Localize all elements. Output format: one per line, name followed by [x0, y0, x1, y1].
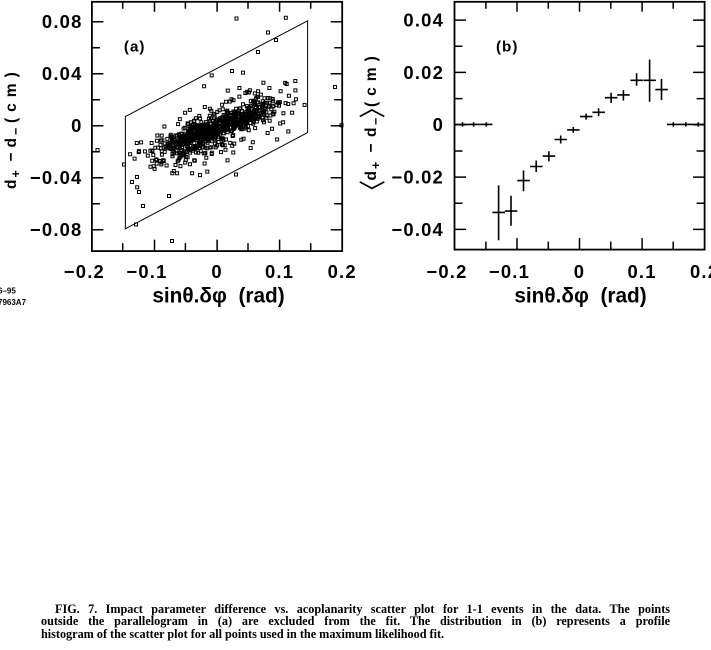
svg-text:0.08: 0.08 — [42, 11, 83, 32]
svg-text:−0.08: −0.08 — [30, 219, 83, 240]
svg-text:0.1: 0.1 — [628, 261, 657, 282]
svg-text:0.04: 0.04 — [42, 63, 83, 84]
svg-text:0.04: 0.04 — [403, 10, 444, 31]
svg-text:−0.02: −0.02 — [391, 167, 444, 188]
svg-text:−0.1: −0.1 — [489, 261, 530, 282]
svg-text:−0.2: −0.2 — [64, 261, 105, 282]
svg-text:0: 0 — [211, 261, 222, 282]
svg-text:(a): (a) — [124, 39, 146, 56]
svg-text:−0.04: −0.04 — [391, 219, 444, 240]
svg-text:sinθ.δφ (rad): sinθ.δφ (rad) — [514, 285, 646, 308]
svg-text:0.2: 0.2 — [690, 261, 711, 282]
svg-text:(b): (b) — [496, 39, 518, 56]
svg-text:7963A7: 7963A7 — [0, 298, 27, 307]
svg-text:0: 0 — [433, 114, 444, 135]
svg-text:−0.04: −0.04 — [30, 167, 83, 188]
svg-text:0: 0 — [71, 115, 82, 136]
svg-text:6–95: 6–95 — [0, 287, 16, 296]
svg-text:sinθ.δφ (rad): sinθ.δφ (rad) — [152, 285, 284, 308]
svg-text:d+−d−(cm): d+−d−(cm) — [3, 66, 23, 189]
svg-text:d+−d−(cm): d+−d−(cm) — [363, 50, 383, 180]
svg-text:0.1: 0.1 — [265, 261, 294, 282]
svg-text:0.2: 0.2 — [328, 261, 357, 282]
svg-text:−0.1: −0.1 — [126, 261, 167, 282]
svg-text:0: 0 — [574, 261, 585, 282]
svg-text:0.02: 0.02 — [403, 62, 444, 83]
svg-text:−0.2: −0.2 — [426, 261, 467, 282]
